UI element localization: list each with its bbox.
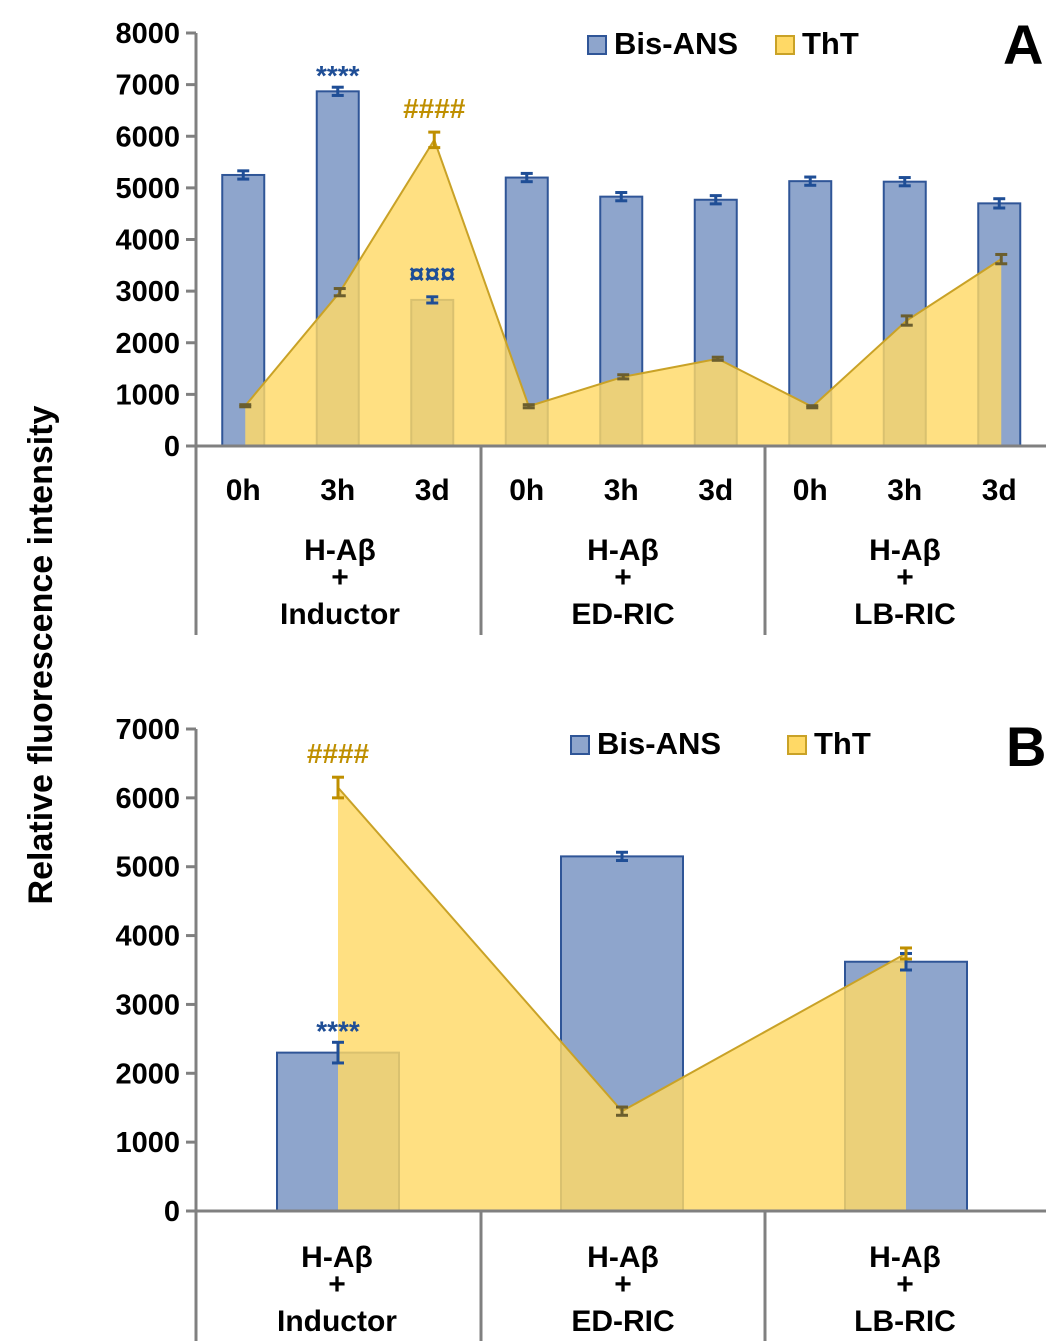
time-label-3: 0h bbox=[509, 474, 544, 507]
significance-annotation-1: #### bbox=[403, 93, 466, 124]
y-tick-label-5: 5000 bbox=[115, 852, 180, 884]
legend-label-bis-ans: Bis-ANS bbox=[597, 726, 721, 761]
group-label-line1-2: H-Aβ bbox=[869, 534, 941, 567]
group-label-line3-0: Inductor bbox=[277, 1305, 397, 1338]
time-label-5: 3d bbox=[698, 474, 733, 507]
y-tick-label-3: 3000 bbox=[115, 276, 180, 308]
panel-b: 01000200030004000500060007000H-Aβ+Induct… bbox=[115, 714, 1046, 1341]
group-label-line2-0: + bbox=[328, 1268, 346, 1301]
group-label-line1-1: H-Aβ bbox=[587, 1241, 659, 1274]
legend-label-tht: ThT bbox=[814, 726, 871, 761]
legend-swatch-bis-ans bbox=[570, 735, 590, 755]
group-label-line2-1: + bbox=[614, 561, 632, 594]
legend-swatch-tht bbox=[787, 735, 807, 755]
y-tick-label-4: 4000 bbox=[115, 225, 180, 257]
group-label-line3-2: LB-RIC bbox=[854, 1305, 956, 1338]
y-tick-label-0: 0 bbox=[164, 1196, 180, 1228]
group-label-line3-1: ED-RIC bbox=[571, 598, 674, 631]
tht-area bbox=[338, 787, 906, 1211]
time-label-6: 0h bbox=[793, 474, 828, 507]
significance-annotation-0: **** bbox=[316, 60, 360, 91]
y-axis-label: Relative fluorescence intensity bbox=[22, 405, 60, 904]
significance-annotation-1: #### bbox=[307, 738, 370, 769]
group-label-line2-1: + bbox=[614, 1268, 632, 1301]
y-tick-label-2: 2000 bbox=[115, 1058, 180, 1090]
legend-swatch-bis-ans bbox=[587, 35, 607, 55]
y-tick-label-7: 7000 bbox=[115, 714, 180, 746]
group-label-line2-2: + bbox=[896, 1268, 914, 1301]
group-label-line1-1: H-Aβ bbox=[587, 534, 659, 567]
time-label-7: 3h bbox=[887, 474, 922, 507]
group-label-line3-2: LB-RIC bbox=[854, 598, 956, 631]
group-label-line3-1: ED-RIC bbox=[571, 1305, 674, 1338]
group-label-line3-0: Inductor bbox=[280, 598, 400, 631]
panel-label: A bbox=[1003, 13, 1043, 76]
significance-annotation-0: **** bbox=[316, 1015, 360, 1046]
y-tick-label-6: 6000 bbox=[115, 783, 180, 815]
panel-a: 0 1000 2000 3000 4000 5000 6000 7000 8000 0h 3h 3d 0… bbox=[115, 13, 1046, 635]
group-label-line1-2: H-Aβ bbox=[869, 1241, 941, 1274]
time-label-1: 3h bbox=[320, 474, 355, 507]
time-label-0: 0h bbox=[226, 474, 261, 507]
time-label-8: 3d bbox=[982, 474, 1017, 507]
time-label-4: 3h bbox=[604, 474, 639, 507]
group-label-line2-0: + bbox=[331, 561, 349, 594]
y-tick-label-3: 3000 bbox=[115, 989, 180, 1021]
y-tick-label-6: 6000 bbox=[115, 121, 180, 153]
y-tick-label-1: 1000 bbox=[115, 379, 180, 411]
legend-label-tht: ThT bbox=[802, 26, 859, 61]
group-label-line1-0: H-Aβ bbox=[304, 534, 376, 567]
legend-label-bis-ans: Bis-ANS bbox=[614, 26, 738, 61]
group-label-line1-0: H-Aβ bbox=[301, 1241, 373, 1274]
y-tick-label-4: 4000 bbox=[115, 921, 180, 953]
bis-ans-bar-0 bbox=[221, 173, 266, 447]
y-tick-label-0: 0 bbox=[164, 431, 180, 463]
y-tick-label-2: 2000 bbox=[115, 328, 180, 360]
group-label-line2-2: + bbox=[896, 561, 914, 594]
y-tick-label-8: 8000 bbox=[115, 18, 180, 50]
y-tick-label-5: 5000 bbox=[115, 173, 180, 205]
y-tick-label-1: 1000 bbox=[115, 1127, 180, 1159]
tht-area bbox=[245, 139, 1002, 446]
legend-swatch-tht bbox=[775, 35, 795, 55]
y-tick-label-7: 7000 bbox=[115, 70, 180, 102]
time-label-2: 3d bbox=[415, 474, 450, 507]
significance-annotation-2: ¤¤¤ bbox=[409, 258, 456, 289]
panel-label: B bbox=[1006, 715, 1046, 778]
